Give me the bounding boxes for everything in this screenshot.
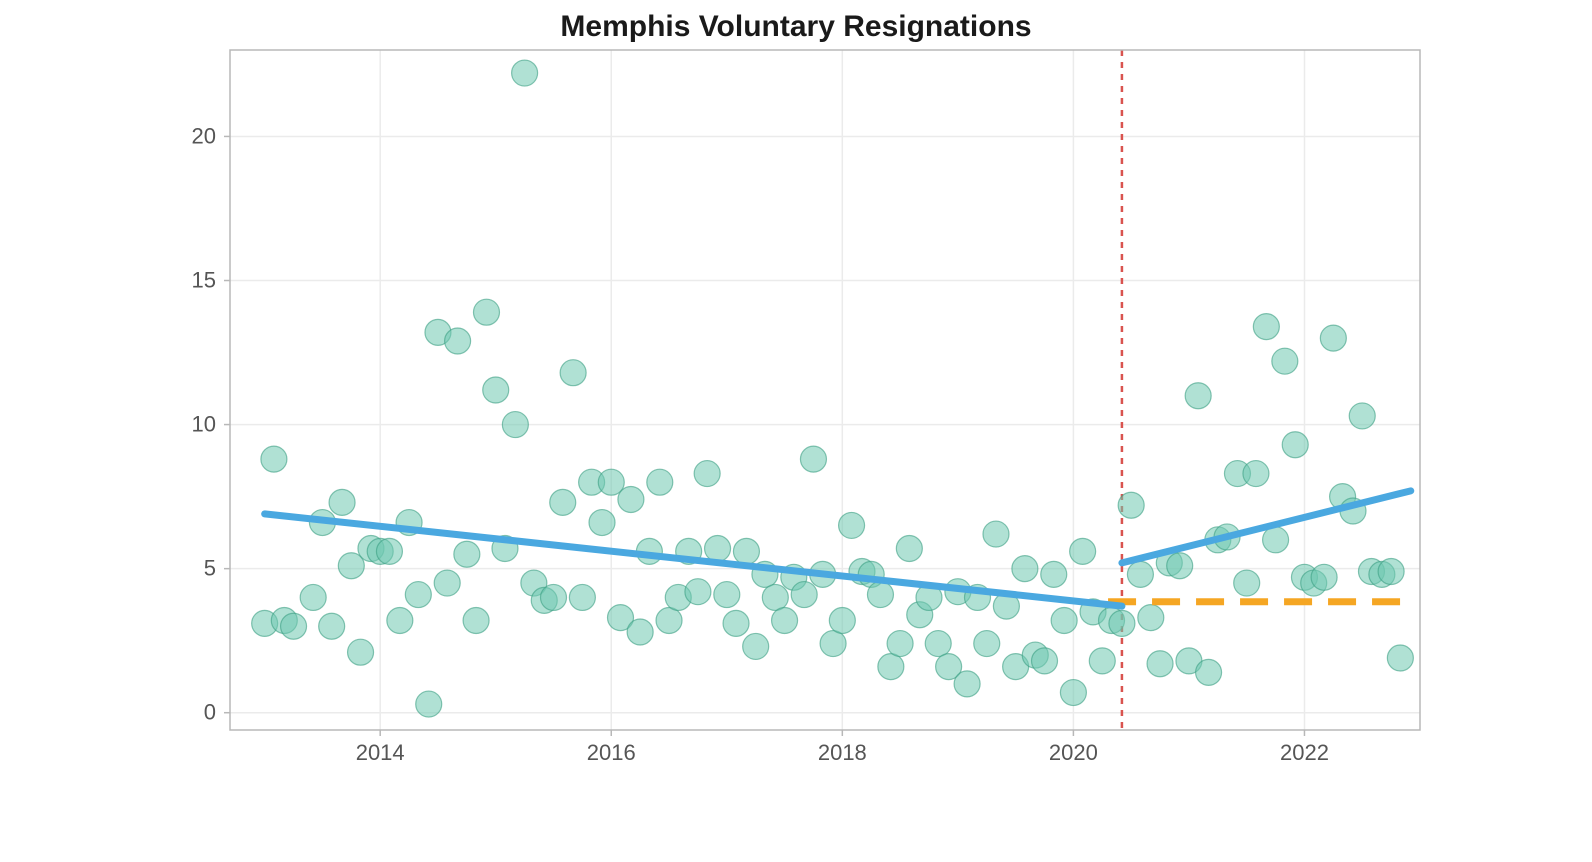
data-point xyxy=(705,535,731,561)
data-point xyxy=(1070,538,1096,564)
data-point xyxy=(1263,527,1289,553)
data-point xyxy=(1109,610,1135,636)
data-point xyxy=(685,579,711,605)
data-point xyxy=(1147,651,1173,677)
chart-title: Memphis Voluntary Resignations xyxy=(0,10,1592,44)
y-tick-label: 20 xyxy=(192,123,216,148)
data-point xyxy=(416,691,442,717)
data-point xyxy=(627,619,653,645)
data-point xyxy=(387,608,413,634)
chart-svg: 2014 2016 2018 2020 2022 0 5 10 15 20 xyxy=(0,0,1592,862)
data-point xyxy=(1185,383,1211,409)
data-point xyxy=(261,446,287,472)
data-point xyxy=(878,654,904,680)
data-point xyxy=(618,486,644,512)
chart-container: Memphis Voluntary Resignations 201420162… xyxy=(0,0,1592,862)
data-point xyxy=(1387,645,1413,671)
data-point xyxy=(1032,648,1058,674)
data-point xyxy=(1272,348,1298,374)
data-point xyxy=(1253,314,1279,340)
x-tick-label: 2016 xyxy=(587,740,636,765)
data-point xyxy=(1167,553,1193,579)
data-point xyxy=(925,631,951,657)
data-point xyxy=(656,608,682,634)
data-point xyxy=(329,489,355,515)
x-tick-label: 2014 xyxy=(356,740,405,765)
data-point xyxy=(483,377,509,403)
data-point xyxy=(887,631,913,657)
data-point xyxy=(550,489,576,515)
data-point xyxy=(512,60,538,86)
data-point xyxy=(569,584,595,610)
data-point xyxy=(1196,659,1222,685)
data-point xyxy=(405,582,431,608)
data-point xyxy=(1234,570,1260,596)
data-point xyxy=(319,613,345,639)
data-point xyxy=(1089,648,1115,674)
data-point xyxy=(733,538,759,564)
x-tick-label: 2022 xyxy=(1280,740,1329,765)
data-point xyxy=(1118,492,1144,518)
data-point xyxy=(800,446,826,472)
data-point xyxy=(560,360,586,386)
data-point xyxy=(647,469,673,495)
data-point xyxy=(723,610,749,636)
y-tick-label: 0 xyxy=(204,700,216,725)
data-point xyxy=(502,412,528,438)
data-point xyxy=(1243,461,1269,487)
data-point xyxy=(454,541,480,567)
data-point xyxy=(540,584,566,610)
data-point xyxy=(281,613,307,639)
data-point xyxy=(714,582,740,608)
data-point xyxy=(445,328,471,354)
data-point xyxy=(1138,605,1164,631)
y-tick-label: 10 xyxy=(192,412,216,437)
data-point xyxy=(791,582,817,608)
data-point xyxy=(867,582,893,608)
data-point xyxy=(463,608,489,634)
data-point xyxy=(983,521,1009,547)
data-point xyxy=(820,631,846,657)
data-point xyxy=(829,608,855,634)
data-point xyxy=(1051,608,1077,634)
data-point xyxy=(974,631,1000,657)
data-point xyxy=(694,461,720,487)
data-point xyxy=(348,639,374,665)
data-point xyxy=(434,570,460,596)
data-point xyxy=(376,538,402,564)
data-point xyxy=(772,608,798,634)
data-point xyxy=(1060,680,1086,706)
y-tick-label: 15 xyxy=(192,268,216,293)
data-point xyxy=(1320,325,1346,351)
data-point xyxy=(1378,559,1404,585)
data-point xyxy=(954,671,980,697)
data-point xyxy=(589,510,615,536)
data-point xyxy=(1282,432,1308,458)
data-point xyxy=(1041,561,1067,587)
data-point xyxy=(896,535,922,561)
data-point xyxy=(762,584,788,610)
x-tick-label: 2018 xyxy=(818,740,867,765)
data-point xyxy=(300,584,326,610)
data-point xyxy=(473,299,499,325)
data-point xyxy=(1349,403,1375,429)
data-point xyxy=(1311,564,1337,590)
data-point xyxy=(839,512,865,538)
data-point xyxy=(1127,561,1153,587)
data-point xyxy=(743,633,769,659)
data-point xyxy=(1012,556,1038,582)
x-tick-label: 2020 xyxy=(1049,740,1098,765)
y-tick-label: 5 xyxy=(204,556,216,581)
